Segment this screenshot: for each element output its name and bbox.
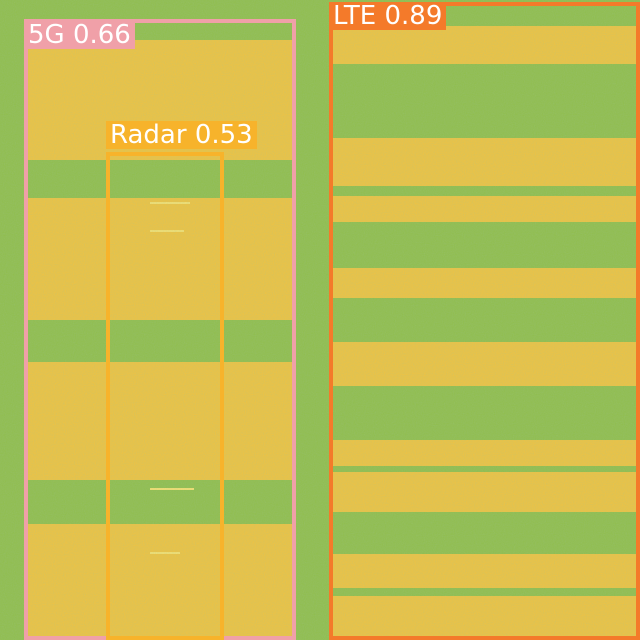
- detection-label-5g: 5G 0.66: [24, 21, 135, 49]
- detection-box-lte: [329, 2, 640, 640]
- detection-box-radar: [106, 152, 224, 640]
- detection-label-lte: LTE 0.89: [329, 2, 447, 30]
- detection-label-radar: Radar 0.53: [106, 121, 257, 149]
